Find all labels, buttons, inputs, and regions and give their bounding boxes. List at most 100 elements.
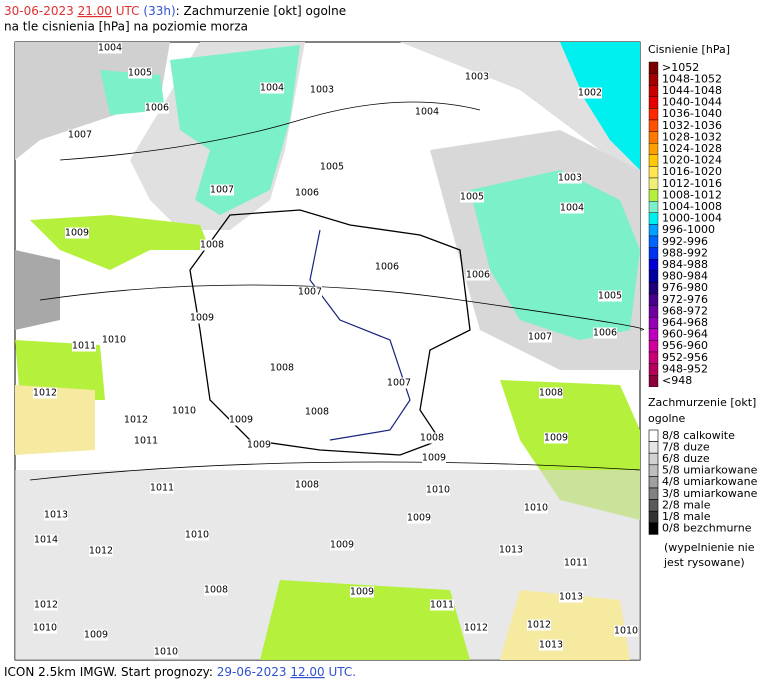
isobar-label-bg: [465, 71, 489, 83]
isobar-label-bg: [310, 84, 334, 96]
isobar-label: 1009: [544, 433, 568, 444]
legend-label: 3/8 umiarkowane: [662, 487, 758, 500]
isobar-label: 1006: [295, 188, 319, 199]
isobar-label-bg: [558, 172, 582, 184]
legend-label: 1040-1044: [662, 96, 722, 109]
legend-swatch: [648, 351, 659, 364]
legend-label: 1048-1052: [662, 72, 722, 85]
legend-swatch: [648, 452, 659, 466]
isobar-label-bg: [466, 269, 490, 281]
isobar-label: 1010: [33, 623, 57, 634]
legend-swatch: [648, 328, 659, 341]
isobar-label: 1007: [210, 185, 234, 196]
isobar-label-bg: [65, 227, 89, 239]
isobar-label-bg: [460, 191, 484, 203]
legend-label: >1052: [662, 61, 699, 74]
isobar-label: 1006: [593, 328, 617, 339]
pressure-area: [15, 340, 105, 400]
isobar-label: 1011: [134, 436, 158, 447]
legend-swatch: [648, 293, 659, 306]
isobar-label: 1010: [172, 406, 196, 417]
cloud-area: [15, 470, 640, 660]
legend-swatch: [648, 476, 659, 489]
legend-swatch: [648, 235, 659, 248]
isobar-label-bg: [420, 432, 444, 444]
isobar-label-bg: [430, 599, 454, 611]
legend-label: 5/8 umiarkowane: [662, 464, 758, 477]
legend-label: 1036-1040: [662, 107, 722, 120]
isobar-label: 1005: [598, 291, 622, 302]
legend-swatch: [648, 429, 659, 442]
legend-label: 1044-1048: [662, 84, 722, 97]
isobar-label: 1004: [415, 107, 439, 118]
legend-label: 1028-1032: [662, 130, 722, 143]
isobar-label-bg: [598, 290, 622, 302]
isobar-label: 1002: [578, 88, 602, 99]
legend-label: 6/8 duze: [662, 452, 710, 465]
isobar-label-bg: [330, 539, 354, 551]
legend-swatch: [648, 282, 659, 295]
isobar-label-bg: [204, 584, 228, 596]
legend-label: 1024-1028: [662, 142, 722, 155]
legend-label: 4/8 umiarkowane: [662, 475, 758, 488]
isobar-label: 1009: [247, 440, 271, 451]
header-utc: UTC: [116, 4, 140, 18]
isobar-label-bg: [305, 406, 329, 418]
footer-model: ICON 2.5km IMGW. Start prognozy:: [4, 665, 213, 679]
legend-swatch: [648, 363, 659, 376]
pressure-area: [470, 170, 640, 340]
isobar-label: 1003: [310, 85, 334, 96]
legend-label: 1008-1012: [662, 188, 722, 201]
isobar-label: 1007: [387, 378, 411, 389]
isobar-label-bg: [539, 387, 563, 399]
isobar-label-bg: [539, 639, 563, 651]
isobar-label: 1010: [426, 485, 450, 496]
isobar-label-bg: [172, 405, 196, 417]
isobar-label: 1005: [128, 68, 152, 79]
legend-label: 1020-1024: [662, 154, 722, 167]
legend-label: 964-968: [662, 316, 708, 329]
isobar-label-bg: [593, 327, 617, 339]
header-subtitle: na tle cisnienia [hPa] na poziomie morza: [4, 20, 248, 34]
pressure-area: [560, 42, 640, 170]
isobar-label-bg: [464, 622, 488, 634]
legend-swatch: [648, 224, 659, 237]
isobar-label-bg: [33, 387, 57, 399]
isobar-label-bg: [229, 414, 253, 426]
legend-swatch: [648, 131, 659, 144]
isobar-label-bg: [210, 184, 234, 196]
isobar-label: 1012: [89, 546, 113, 557]
isobar-label: 1011: [564, 558, 588, 569]
country-border: [189, 209, 471, 456]
isobar-label: 1013: [559, 592, 583, 603]
legend-label: 2/8 male: [662, 498, 711, 511]
legend-swatch: [648, 142, 659, 155]
legend-label: 980-984: [662, 270, 708, 283]
isobar-label: 1003: [558, 173, 582, 184]
isobar-label-bg: [375, 261, 399, 273]
isobar-label: 1008: [420, 433, 444, 444]
legend-swatch: [648, 464, 659, 477]
isobar-label-bg: [190, 312, 214, 324]
isobar-label-bg: [295, 479, 319, 491]
legend-label: 996-1000: [662, 223, 715, 236]
legend-label: 0/8 bezchmurne: [662, 522, 752, 535]
legend-swatch: [648, 499, 659, 512]
isobar-label-bg: [559, 591, 583, 603]
isobar-label: 1011: [150, 483, 174, 494]
isobar-label-bg: [185, 529, 209, 541]
isobar-label-bg: [260, 82, 284, 94]
legend: Cisnienie [hPa] Zachmurzenie [okt] ogoln…: [648, 43, 758, 569]
isobar-label: 1009: [422, 453, 446, 464]
isobar-label-bg: [84, 629, 108, 641]
isobar-label: 1013: [499, 545, 523, 556]
legend-swatch: [648, 522, 659, 535]
isobar-label: 1012: [464, 623, 488, 634]
legend-label: 992-996: [662, 235, 708, 248]
isobar-label: 1009: [407, 513, 431, 524]
legend-label: 1032-1036: [662, 119, 722, 132]
isobar: [29, 101, 645, 481]
isobar-label-bg: [295, 187, 319, 199]
legend-label: 960-964: [662, 328, 708, 341]
